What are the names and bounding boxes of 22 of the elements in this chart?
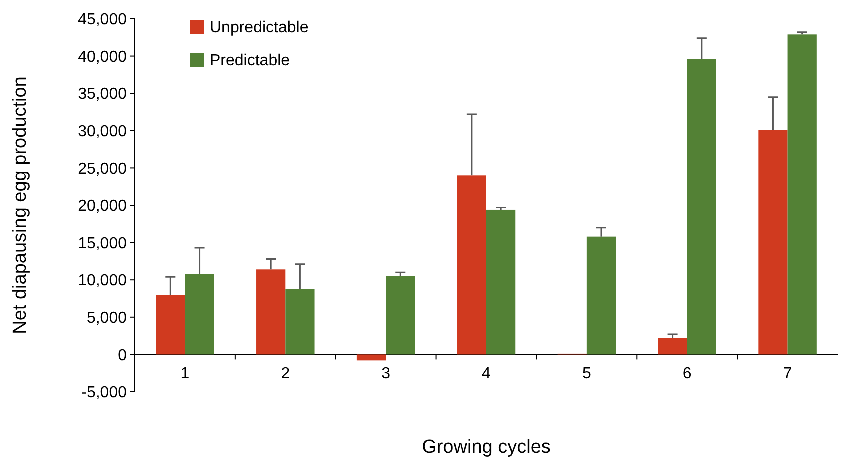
y-axis-title: Net diapausing egg production <box>10 76 31 334</box>
x-tick-label: 3 <box>382 366 391 383</box>
legend-label: Predictable <box>210 52 290 70</box>
y-tick-label: 40,000 <box>78 48 128 66</box>
y-tick-label: 0 <box>118 347 128 364</box>
y-tick-label: 30,000 <box>78 124 128 140</box>
x-tick-label: 1 <box>180 366 190 383</box>
y-tick-label: 45,000 <box>78 12 128 29</box>
x-tick-label: 5 <box>582 366 592 383</box>
y-tick-label: -5,000 <box>82 384 128 402</box>
x-tick-label: 6 <box>682 366 692 383</box>
y-tick-label: 15,000 <box>78 235 128 252</box>
y-tick-label: 10,000 <box>78 272 128 290</box>
x-tick-label: 4 <box>482 366 492 383</box>
y-tick-label: 5,000 <box>86 310 128 327</box>
x-axis-title: Growing cycles <box>422 437 551 458</box>
y-tick-label: 20,000 <box>78 198 128 216</box>
y-tick-label: 35,000 <box>78 86 128 104</box>
legend-label: Unpredictable <box>210 20 309 37</box>
y-tick-label: 25,000 <box>78 160 128 178</box>
x-tick-label: 7 <box>783 366 792 383</box>
x-tick-label: 2 <box>281 366 290 383</box>
